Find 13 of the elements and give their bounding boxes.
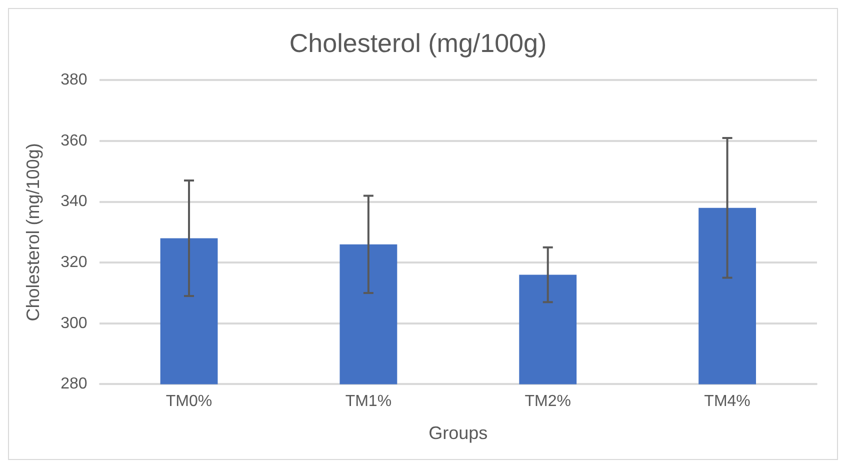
x-tick-label: TM1% (345, 393, 392, 410)
x-axis-title: Groups (428, 423, 488, 444)
x-tick-label: TM2% (524, 393, 571, 410)
chart-title: Cholesterol (mg/100g) (289, 28, 547, 58)
y-tick-label: 340 (60, 193, 88, 210)
y-tick-label: 280 (60, 376, 88, 393)
y-tick-label: 380 (60, 72, 88, 89)
y-tick-label: 360 (60, 132, 88, 150)
y-tick-label: 300 (60, 314, 88, 332)
x-tick-label: TM4% (704, 393, 750, 410)
y-tick-label: 320 (60, 254, 88, 272)
y-axis-title: Cholesterol (mg/100g) (22, 143, 43, 322)
x-tick-label: TM0% (166, 393, 212, 410)
